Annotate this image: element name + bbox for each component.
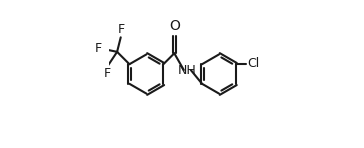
Text: NH: NH	[178, 63, 197, 77]
Text: Cl: Cl	[247, 57, 259, 70]
Text: F: F	[94, 42, 102, 56]
Text: F: F	[104, 67, 111, 80]
Text: O: O	[169, 19, 180, 33]
Text: F: F	[118, 23, 125, 36]
